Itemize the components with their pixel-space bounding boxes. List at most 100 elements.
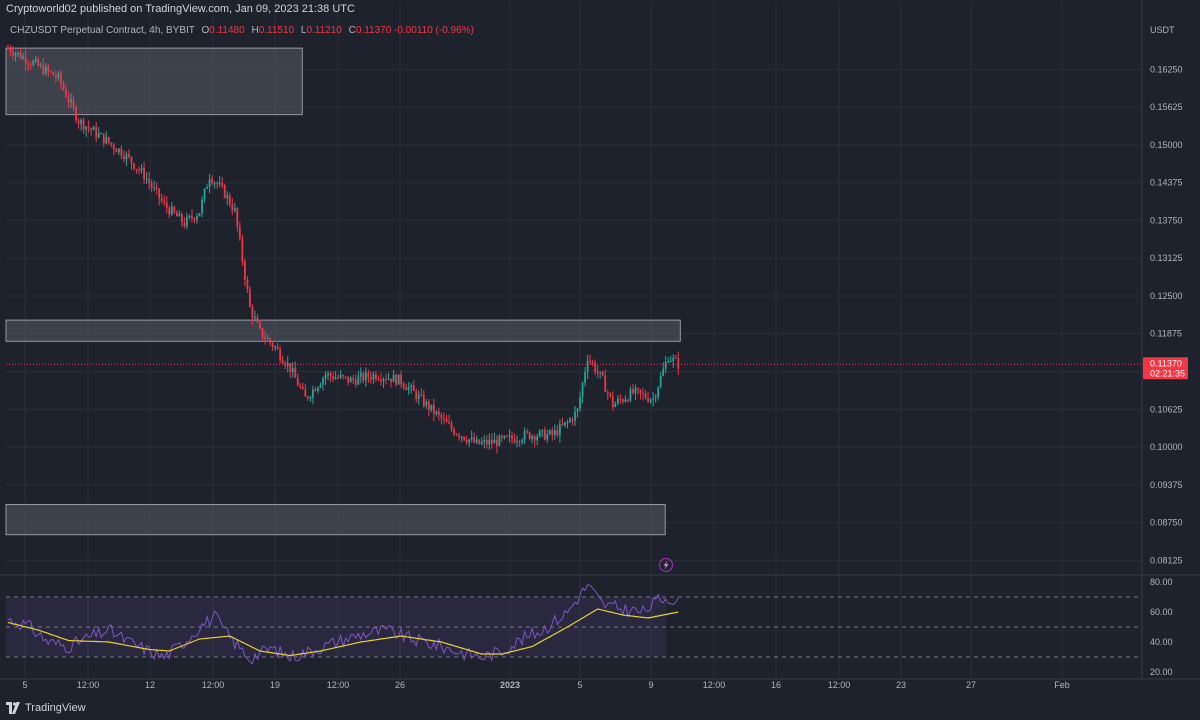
candle-body [37,59,40,66]
candle-body [438,411,440,415]
candle-body [85,126,88,130]
tradingview-logo-icon [6,702,20,714]
candle-body [133,163,135,170]
candle-body [354,380,357,385]
candle-body [450,423,453,430]
candle-body [314,389,317,392]
candle-body [516,441,518,443]
candle-body [415,390,418,400]
candle-body [672,357,675,361]
price-tick-label: 0.11875 [1150,329,1182,339]
candle-body [609,392,612,396]
candle-body [52,72,55,76]
candle-body [259,322,261,328]
candle-body [591,361,594,364]
candle-body [669,360,672,362]
candle-body [296,377,299,386]
candle-body [80,119,82,124]
candle-body [652,398,655,400]
candle-body [243,261,246,280]
zone-box [5,47,303,116]
candle-body [291,368,294,373]
candle-body [339,375,342,378]
overlay-layer [6,363,1142,573]
candle-body [470,437,473,440]
candle-body [443,418,445,420]
lightning-icon-bolt [663,560,669,570]
time-tick-label: 12 [145,680,155,690]
candle-body [511,435,513,439]
candle-body [372,374,375,380]
candle-body [639,389,642,394]
candle-body [241,238,244,262]
candle-body [604,375,607,392]
tradingview-footer[interactable]: TradingView [6,701,86,715]
candle-body [107,137,110,143]
high-value: 0.11510 [258,25,295,36]
candle-body [644,393,647,399]
candle-body [226,195,229,198]
candle-body [385,379,387,381]
last-price-tag [1143,357,1188,380]
candle-body [453,429,455,435]
candle-body [536,436,539,441]
candle-body [138,169,140,171]
publisher-line: Cryptoworld02 published on TradingView.c… [6,3,355,15]
candle-body [337,377,340,379]
candle-body [168,208,171,215]
candle-body [140,168,143,171]
candle-body [586,360,589,373]
candle-body [105,137,108,144]
candle-body [569,419,571,423]
candle-body [165,202,168,209]
zone-box [5,503,666,536]
lightning-icon-ring [658,557,674,573]
candle-body [425,401,428,406]
tradingview-brand: TradingView [25,702,86,714]
candle-body [427,401,430,410]
candle-body [422,394,425,406]
candle-body [364,372,367,381]
candle-body [390,378,392,383]
candle-body [92,127,95,131]
lightning-icon[interactable] [658,557,674,573]
candle-body [327,373,329,375]
candle-body [352,378,355,381]
candle-body [584,372,586,383]
candle-body [483,439,486,442]
candle-body [455,434,458,436]
candle-body [269,338,271,343]
candle-body [65,89,67,98]
candle-body [541,429,544,431]
candle-body [221,182,224,186]
candle-body [14,53,17,56]
candle-body [17,52,19,54]
candle-body [616,398,619,404]
candle-body [183,222,186,227]
candle-body [304,388,307,397]
candle-body [223,185,226,198]
candle-body [191,215,193,219]
candle-body [29,64,32,66]
candle-body [420,394,423,396]
candle-body [362,373,365,381]
candle-body [173,206,176,213]
time-tick-label: 12:00 [77,680,100,690]
candle-body [24,56,27,64]
candle-body [674,357,677,359]
zone-box [5,319,681,342]
candle-body [369,377,372,380]
candle-body [193,218,196,220]
candle-body [143,168,145,180]
candle-body [120,148,123,157]
candle-body [619,398,622,400]
candle-body [392,374,395,383]
candle-body [153,187,156,189]
candle-body [432,404,435,415]
symbol-name[interactable]: CHZUSDT Perpetual Contract, 4h, BYBIT [10,25,195,36]
rsi-layer [7,584,679,665]
candle-body [488,439,491,445]
candle-body [115,149,118,153]
